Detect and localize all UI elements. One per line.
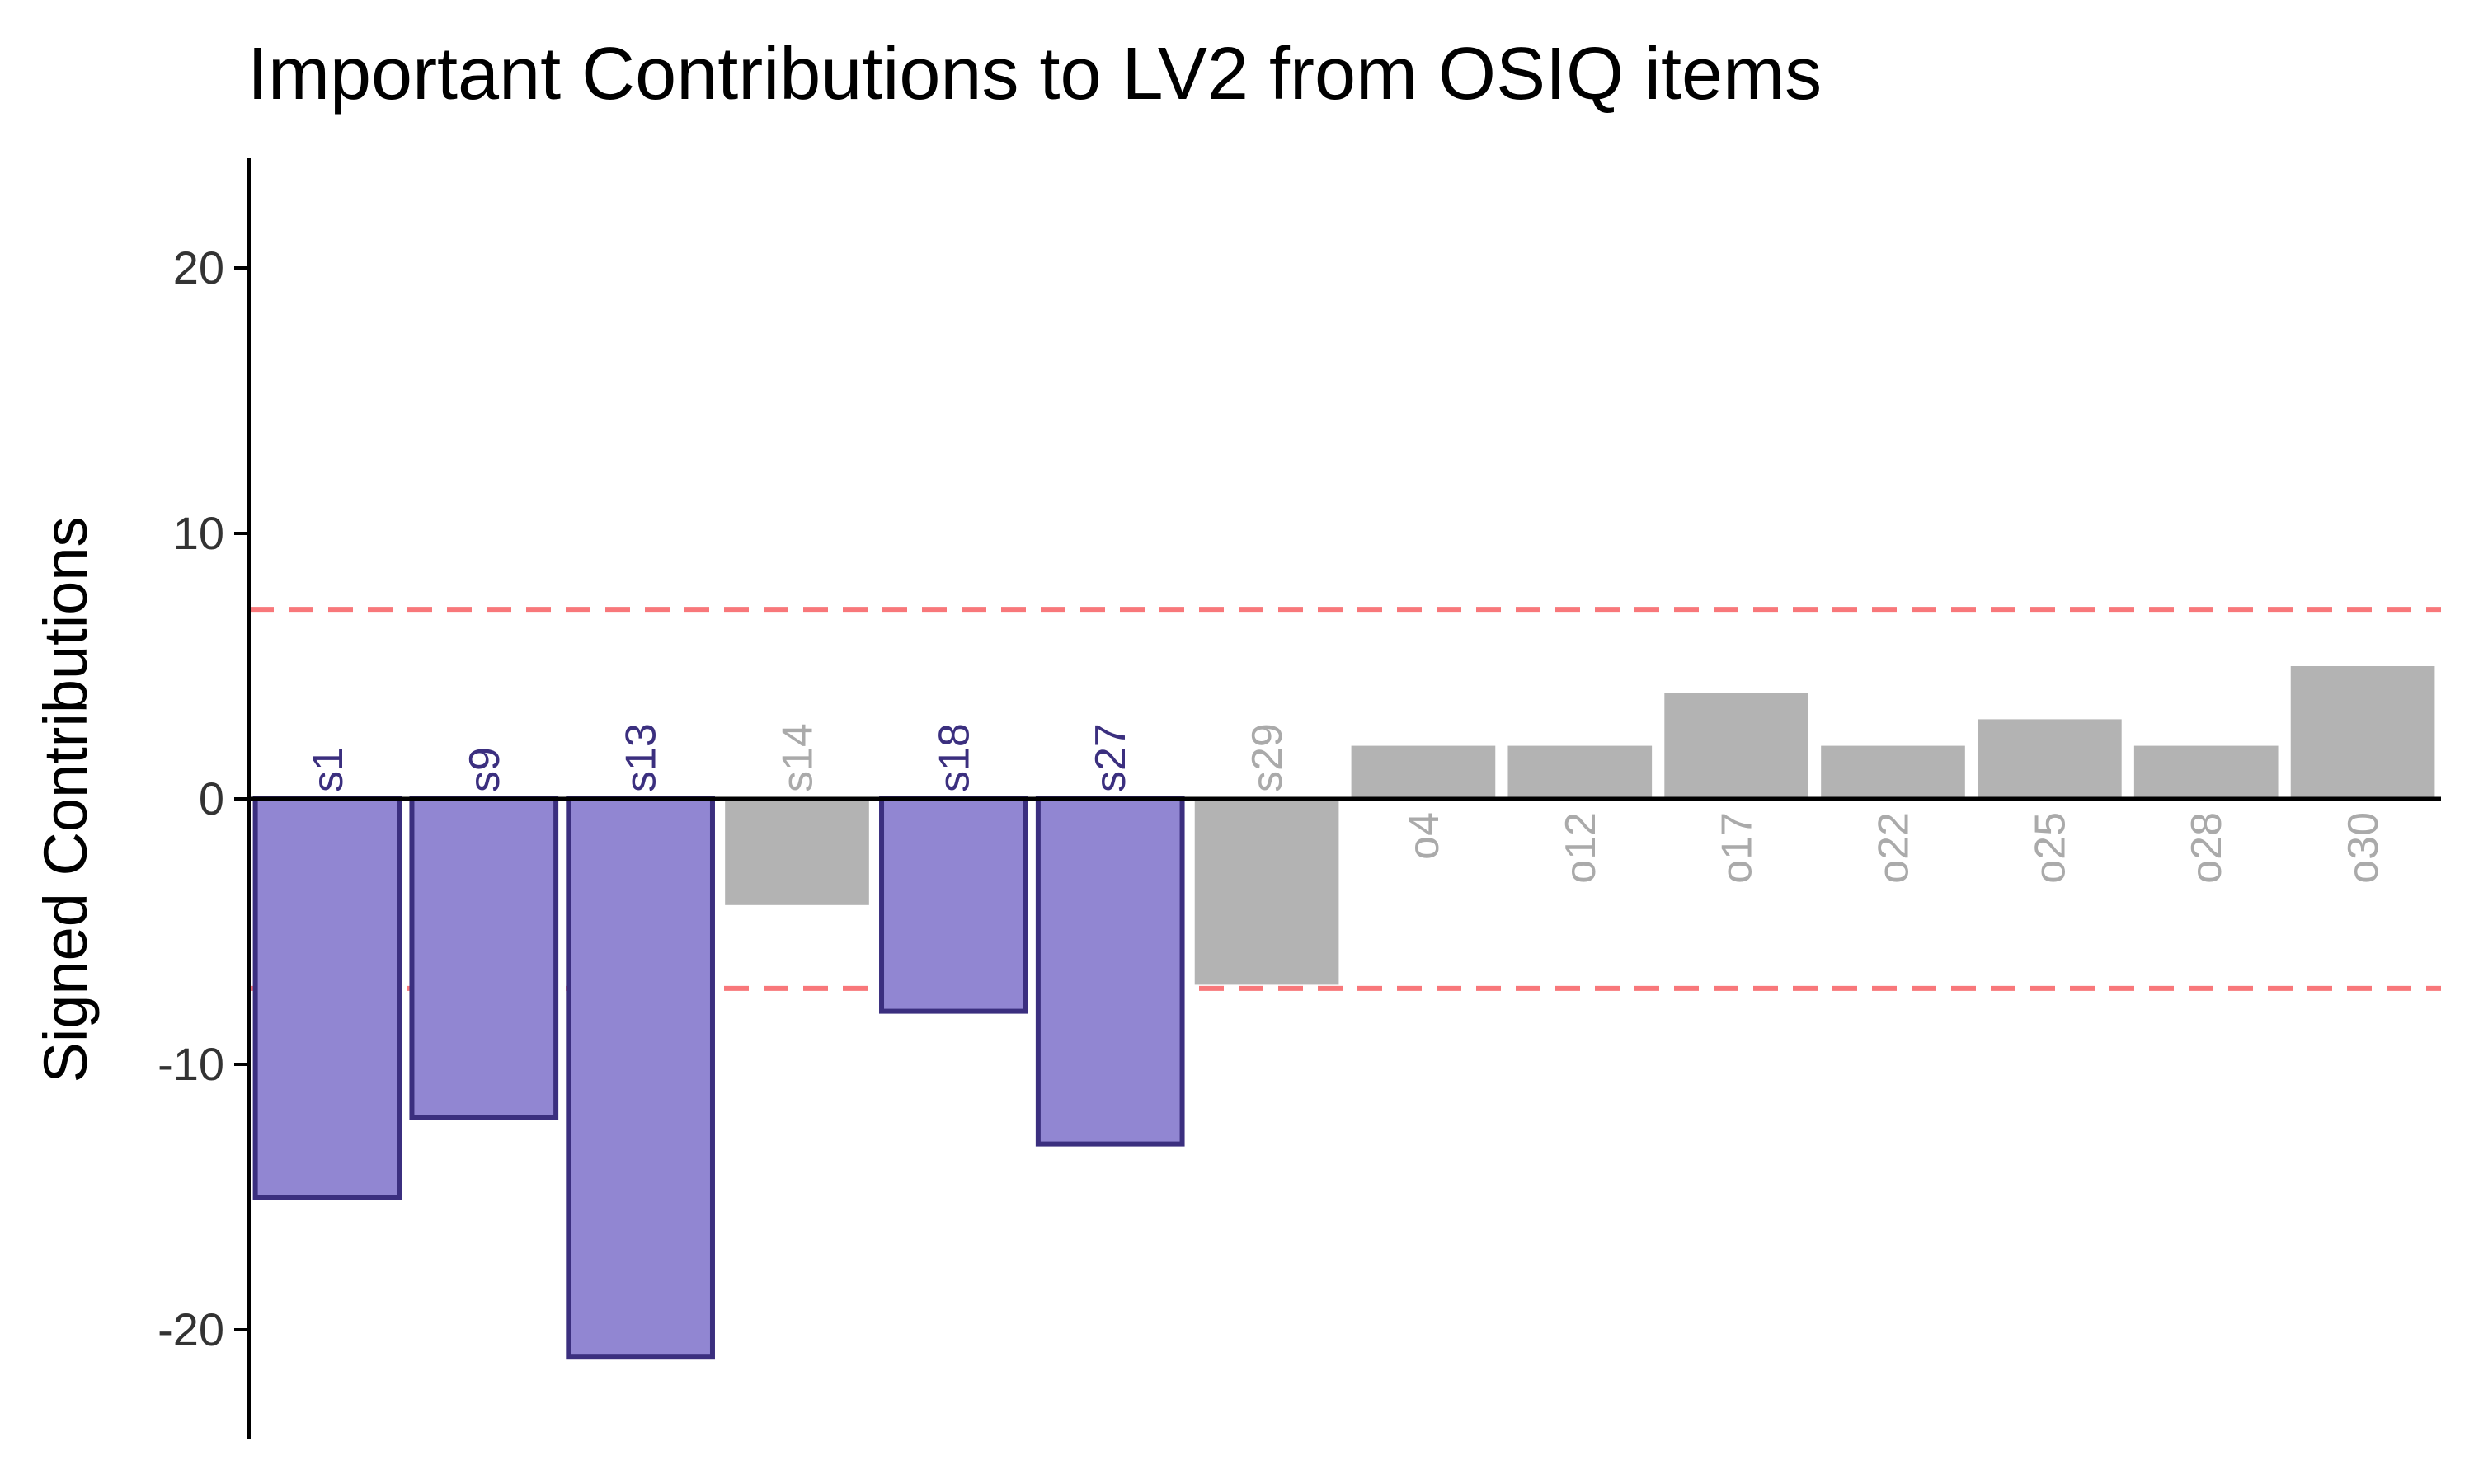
bar-label-o12: o12 <box>1557 812 1605 884</box>
y-tick-label--10: -10 <box>158 1038 224 1090</box>
bars <box>252 666 2435 1360</box>
bar-label-o17: o17 <box>1714 812 1761 884</box>
bar-label-s27: s27 <box>1087 723 1135 792</box>
bar-labels: s1 s9 s13 s14 s18 s27 s29 o4 o12 o17 o22 o25 o28 o30 <box>304 723 2387 884</box>
bar-label-o25: o25 <box>2026 812 2074 884</box>
bar-s9 <box>409 796 559 1120</box>
bar-o30 <box>2290 666 2435 799</box>
bar-o4 <box>1351 745 1496 799</box>
bar-o25 <box>1978 719 2122 799</box>
y-tick-label-10: 10 <box>173 507 224 559</box>
bar-s18 <box>879 796 1028 1014</box>
bar-label-o30: o30 <box>2340 812 2387 884</box>
bar-label-s1: s1 <box>304 747 352 792</box>
bar-label-s13: s13 <box>618 723 666 792</box>
bar-o22 <box>1821 745 1965 799</box>
bar-label-o4: o4 <box>1400 812 1448 860</box>
y-tick-label--20: -20 <box>158 1303 224 1355</box>
y-axis-label: Signed Contributions <box>31 517 100 1083</box>
bar-label-s14: s14 <box>774 723 822 792</box>
bar-label-s18: s18 <box>930 723 978 792</box>
bar-o12 <box>1507 745 1653 799</box>
bar-s29 <box>1194 799 1339 985</box>
bar-label-s9: s9 <box>461 747 509 792</box>
y-tick-label-20: 20 <box>173 242 224 294</box>
bar-o17 <box>1664 693 1808 799</box>
bar-label-o22: o22 <box>1870 812 1918 884</box>
bar-s1 <box>252 796 402 1200</box>
bar-label-s29: s29 <box>1244 723 1291 792</box>
axes: 20 10 0 -10 -20 <box>158 158 2441 1439</box>
y-tick-label-0: 0 <box>199 773 224 824</box>
bar-label-o28: o28 <box>2183 812 2231 884</box>
bar-s13 <box>566 796 715 1360</box>
bar-s27 <box>1035 796 1185 1147</box>
bar-o28 <box>2133 745 2279 799</box>
chart-title: Important Contributions to LV2 from OSIQ… <box>247 33 1822 115</box>
bar-s14 <box>725 799 869 905</box>
